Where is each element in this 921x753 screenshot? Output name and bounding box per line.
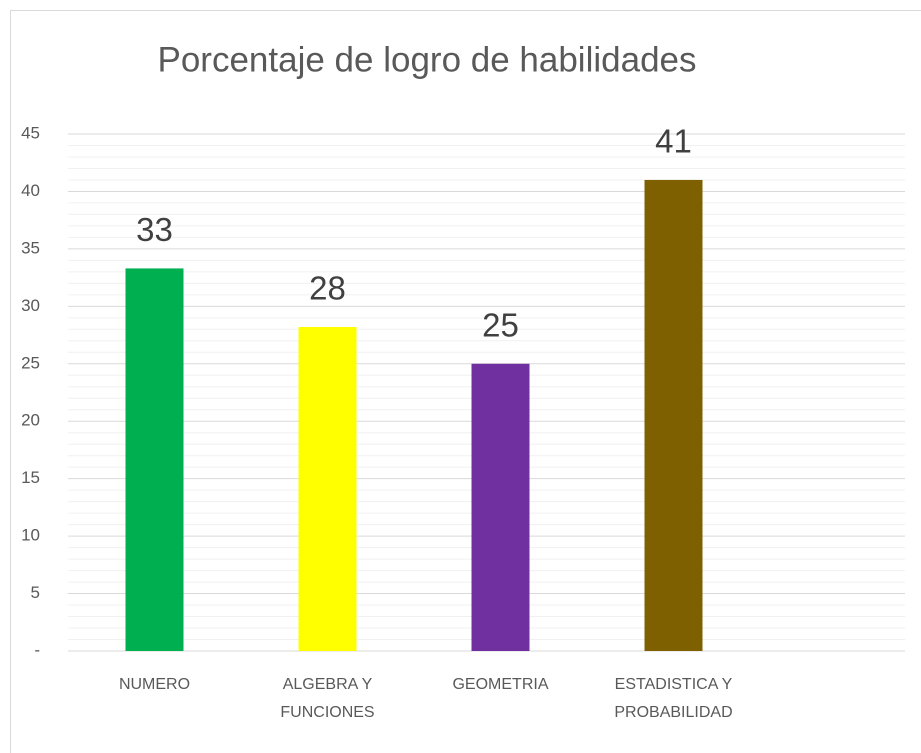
bar [471,363,530,651]
y-tick-label: 20 [21,411,40,430]
y-tick-label: 25 [21,353,40,372]
data-label: 33 [136,211,173,248]
y-tick-label: 35 [21,238,40,257]
y-tick-label: - [34,640,40,659]
chart-title: Porcentaje de logro de habilidades [158,40,697,79]
y-tick-label: 15 [21,468,40,487]
bar [644,179,703,651]
y-tick-label: 40 [21,181,40,200]
x-tick-label: GEOMETRIA [452,676,549,693]
x-tick-label: NUMERO [118,676,191,693]
bar [125,268,184,651]
data-label: 41 [655,123,692,160]
x-tick-label: ALGEBRA Y FUNCIONES [280,676,375,721]
y-tick-label: 30 [21,296,40,315]
x-tick-label: ESTADISTICA Y PROBABILIDAD [614,676,733,721]
y-tick-label: 10 [21,526,40,545]
bar [298,327,357,651]
data-label: 28 [309,270,346,307]
y-tick-label: 5 [31,583,40,602]
data-label: 25 [482,306,519,343]
y-tick-label: 45 [21,123,40,142]
